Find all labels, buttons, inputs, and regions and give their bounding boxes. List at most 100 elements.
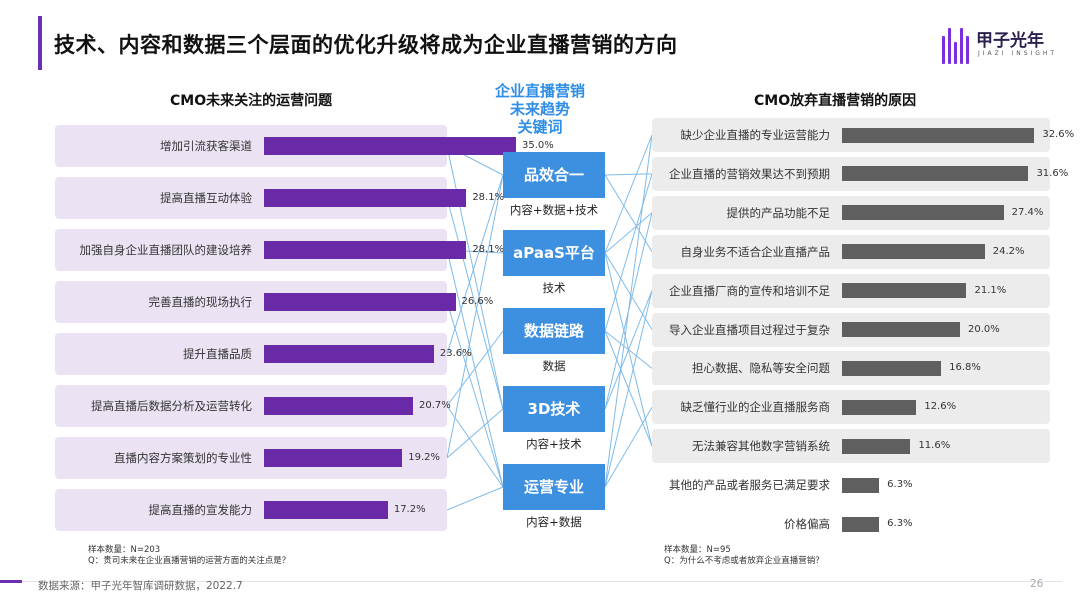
title-accent-bar — [38, 16, 42, 70]
connector-line — [604, 173, 653, 176]
bar — [842, 322, 960, 337]
bar — [842, 438, 911, 454]
connector-line — [604, 252, 653, 447]
bar — [842, 166, 1029, 182]
trend-keyword-hub: 运营专业 — [503, 464, 605, 510]
left-chart-title: CMO未来关注的运营问题 — [170, 93, 333, 109]
data-label: 35.0% — [522, 140, 554, 151]
category-label: 担心数据、隐私等安全问题 — [692, 361, 830, 376]
trend-keywords-heading: 企业直播营销 未来趋势 关键词 — [480, 82, 600, 136]
category-label: 缺少企业直播的专业运营能力 — [680, 128, 831, 142]
bar — [842, 205, 1004, 221]
bar — [264, 189, 467, 207]
connector-line — [604, 212, 653, 410]
right-chart-title: CMO放弃直播营销的原因 — [754, 93, 917, 109]
hub-dimension-label: 内容+数据 — [526, 515, 582, 529]
category-label: 企业直播厂商的宣传和培训不足 — [669, 283, 830, 298]
logo: 甲子光年 JIAZI INSIGHT — [940, 20, 1060, 68]
bar — [842, 516, 880, 532]
data-label: 6.3% — [887, 479, 913, 491]
connector-line — [446, 301, 504, 488]
bar — [842, 244, 985, 260]
connector-line — [604, 407, 653, 488]
page-title: 技术、内容和数据三个层面的优化升级将成为企业直播营销的方向 — [54, 33, 678, 57]
trend-heading-line: 关键词 — [517, 118, 563, 136]
page-number: 26 — [1030, 578, 1044, 590]
connector-line — [604, 212, 653, 254]
category-label: 提高直播互动体验 — [160, 191, 252, 205]
hub-dimension-label: 内容+技术 — [526, 437, 582, 451]
category-label: 自身业务不适合企业直播产品 — [680, 244, 831, 259]
data-label: 21.1% — [974, 284, 1007, 296]
connector-line — [446, 486, 504, 511]
category-label: 提升直播品质 — [183, 347, 252, 361]
bar — [264, 397, 414, 415]
connector-line — [446, 197, 504, 410]
data-label: 20.7% — [419, 400, 451, 411]
data-label: 23.6% — [439, 348, 472, 359]
trend-keyword-hub: aPaaS平台 — [503, 230, 605, 276]
category-label: 缺乏懂行业的企业直播服务商 — [680, 400, 831, 415]
data-label: 28.1% — [472, 192, 505, 203]
bar — [842, 477, 880, 493]
survey-question: Q：为什么不考虑或者放弃企业直播营销？ — [664, 556, 824, 566]
trend-keyword-hub: 品效合一 — [503, 152, 605, 198]
connector-line — [604, 174, 653, 252]
bar — [842, 127, 1035, 143]
hub-dimension-label: 内容+数据+技术 — [509, 203, 599, 217]
category-label: 提供的产品功能不足 — [726, 205, 831, 220]
category-label: 价格偏高 — [784, 517, 830, 531]
left-sample-note: 样本数量：N=203 Q：贵司未来在企业直播营销的运营方面的关注点是？ — [88, 545, 290, 567]
trend-keyword-hub: 3D技术 — [503, 386, 605, 432]
category-label: 提高直播的宣发能力 — [148, 503, 253, 517]
data-label: 11.6% — [918, 440, 951, 452]
bar — [264, 293, 456, 311]
category-label: 无法兼容其他数字营销系统 — [692, 439, 830, 454]
connector-line — [604, 173, 653, 332]
trend-heading-line: 未来趋势 — [509, 100, 570, 118]
category-label: 提高直播后数据分析及运营转化 — [91, 399, 252, 413]
connector-line — [604, 252, 653, 330]
hub-dimension-label: 数据 — [542, 359, 566, 373]
footer-accent — [0, 580, 22, 583]
bar — [842, 360, 942, 376]
category-label: 其他的产品或者服务已满足要求 — [669, 478, 830, 493]
trend-keyword-hub: 数据链路 — [503, 308, 605, 354]
data-label: 27.4% — [1011, 206, 1044, 218]
connector-line — [446, 405, 504, 488]
sample-size: 样本数量：N=95 — [664, 545, 731, 555]
connector-line — [446, 174, 504, 459]
bar — [264, 449, 403, 467]
data-source: 数据来源：甲子光年智库调研数据，2022.7 — [38, 580, 243, 592]
data-label: 12.6% — [924, 401, 957, 413]
data-label: 28.1% — [472, 244, 505, 255]
footer-rule — [22, 581, 1062, 582]
jiazi-logo-icon — [940, 24, 970, 64]
right-sample-note: 样本数量：N=95 Q：为什么不考虑或者放弃企业直播营销？ — [664, 545, 824, 567]
data-label: 20.0% — [968, 323, 1000, 335]
sample-size: 样本数量：N=203 — [88, 545, 161, 555]
hub-dimension-label: 技术 — [542, 281, 566, 295]
data-label: 17.2% — [393, 504, 426, 515]
data-label: 6.3% — [887, 518, 913, 529]
category-label: 企业直播的营销效果达不到预期 — [669, 166, 830, 181]
trend-heading-line: 企业直播营销 — [494, 82, 585, 100]
bar — [842, 399, 917, 415]
data-label: 26.6% — [461, 296, 494, 307]
category-label: 增加引流获客渠道 — [160, 139, 252, 153]
connector-line — [604, 134, 653, 254]
category-label: 完善直播的现场执行 — [148, 295, 253, 309]
logo-text: 甲子光年 — [976, 31, 1044, 51]
bar — [842, 283, 967, 299]
bar — [264, 345, 434, 363]
category-label: 直播内容方案策划的专业性 — [114, 451, 252, 465]
category-label: 导入企业直播项目过程过于复杂 — [669, 322, 830, 337]
connector-line — [446, 330, 504, 407]
bar — [264, 137, 516, 155]
data-label: 32.6% — [1042, 129, 1075, 140]
data-label: 16.8% — [949, 362, 981, 374]
category-label: 加强自身企业直播团队的建设培养 — [79, 243, 253, 257]
bar — [264, 241, 467, 259]
